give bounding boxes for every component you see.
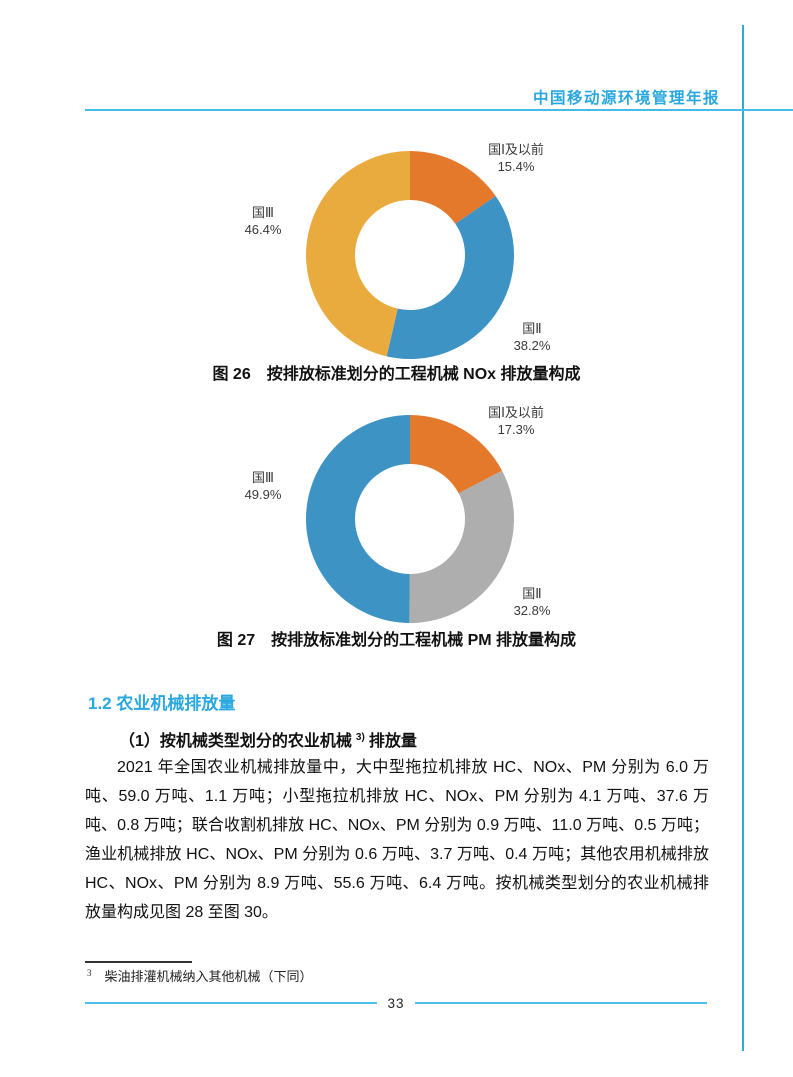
header-rule	[85, 109, 793, 111]
slice-label-text: 国Ⅰ及以前	[488, 405, 544, 420]
donut-segment-1	[386, 196, 514, 359]
slice-label-guo1-pm: 国Ⅰ及以前 17.3%	[456, 404, 576, 438]
slice-label-text: 国Ⅲ	[252, 205, 274, 220]
figure-27-caption: 图 27 按排放标准划分的工程机械 PM 排放量构成	[216, 632, 577, 649]
donut-segment-0	[410, 151, 496, 224]
slice-label-guo2-pm: 国Ⅱ 32.8%	[482, 585, 582, 619]
slice-label-text: 国Ⅰ及以前	[488, 142, 544, 157]
slice-label-value: 46.4%	[244, 222, 282, 237]
slice-label-guo2-nox: 国Ⅱ 38.2%	[482, 320, 582, 354]
footnote-separator	[85, 961, 192, 963]
slice-label-guo1-nox: 国Ⅰ及以前 15.4%	[456, 141, 576, 175]
subsection-title: （1）按机械类型划分的农业机械 3) 排放量	[119, 727, 417, 751]
slice-label-value: 15.4%	[497, 159, 535, 174]
slice-label-guo3-nox: 国Ⅲ 46.4%	[213, 204, 313, 238]
section-heading: 1.2 农业机械排放量	[88, 694, 236, 713]
slice-label-text: 国Ⅱ	[522, 586, 542, 601]
figure-26-caption: 图 26 按排放标准划分的工程机械 NOx 排放量构成	[212, 366, 581, 383]
donut-segment-2	[306, 415, 410, 623]
donut-segment-1	[409, 470, 514, 623]
subsection-title-suffix: 排放量	[368, 733, 417, 750]
donut-chart-nox	[305, 151, 514, 359]
body-paragraph: 2021 年全国农业机械排放量中，大中型拖拉机排放 HC、NOx、PM 分别为 …	[85, 759, 709, 921]
footnote-text: 柴油排灌机械纳入其他机械（下同）	[104, 969, 313, 984]
slice-label-value: 49.9%	[244, 487, 282, 502]
donut-segment-2	[305, 151, 410, 357]
subsection-title-prefix: （1）按机械类型划分的农业机械	[119, 733, 352, 750]
header-title: 中国移动源环境管理年报	[532, 90, 720, 107]
right-margin-rule	[742, 25, 744, 1051]
slice-label-text: 国Ⅲ	[252, 470, 274, 485]
donut-chart-pm	[306, 415, 514, 623]
slice-label-value: 38.2%	[513, 338, 551, 353]
footer-rule-left	[85, 1002, 378, 1004]
slice-label-value: 32.8%	[513, 603, 551, 618]
footnote: 3 柴油排灌机械纳入其他机械（下同）	[87, 966, 313, 985]
donut-segment-0	[410, 415, 503, 494]
slice-label-value: 17.3%	[497, 422, 535, 437]
footer-rule-right	[414, 1002, 707, 1004]
footnote-reference: 3)	[355, 731, 365, 743]
slice-label-guo3-pm: 国Ⅲ 49.9%	[213, 469, 313, 503]
page-footer: 33	[85, 994, 707, 1012]
footnote-marker: 3	[87, 967, 92, 978]
slice-label-text: 国Ⅱ	[522, 321, 542, 336]
page-number: 33	[387, 995, 405, 1011]
